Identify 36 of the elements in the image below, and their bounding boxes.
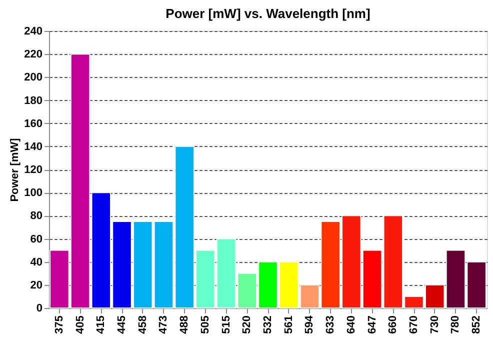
x-tick-label: 520	[241, 316, 254, 334]
x-tick-label: 670	[408, 316, 420, 334]
x-tick-label: 375	[53, 316, 66, 334]
x-tick-label: 405	[74, 316, 86, 334]
x-tick-label: 730	[428, 316, 441, 334]
x-tick-label: 473	[158, 316, 170, 334]
y-axis-title: Power [mW]	[9, 138, 22, 202]
chart-title: Power [mW] vs. Wavelength [nm]	[166, 6, 370, 21]
y-tick-label: 240	[24, 26, 42, 38]
x-tick-label: 415	[95, 316, 108, 334]
y-tick-label: 160	[24, 118, 42, 130]
y-tick-label: 100	[24, 187, 42, 200]
y-tick-label: 80	[30, 210, 42, 222]
y-tick-label: 120	[24, 164, 42, 176]
x-tick-label: 640	[345, 316, 358, 334]
y-tick-label: 60	[30, 233, 42, 246]
x-tick-label: 561	[282, 316, 295, 334]
x-tick-label: 458	[136, 316, 149, 334]
x-tick-label: 445	[116, 316, 128, 334]
x-tick-label: 532	[262, 316, 274, 334]
x-tick-label: 780	[450, 316, 462, 334]
x-tick-label: 505	[199, 316, 212, 334]
y-tick-label: 220	[24, 48, 42, 61]
y-tick-label: 180	[24, 94, 42, 107]
x-tick-label: 660	[387, 316, 400, 334]
y-tick-label: 0	[36, 302, 42, 314]
y-tick-label: 140	[24, 140, 42, 153]
x-tick-label: 852	[470, 316, 483, 334]
y-tick-label: 200	[24, 72, 42, 84]
x-tick-label: 594	[304, 314, 316, 334]
x-tick-label: 515	[220, 316, 232, 334]
y-tick-label: 20	[30, 279, 42, 292]
y-tick-label: 40	[30, 256, 42, 268]
x-tick-label: 633	[324, 316, 337, 334]
x-tick-label: 647	[366, 316, 378, 334]
x-tick-label: 488	[178, 316, 191, 334]
